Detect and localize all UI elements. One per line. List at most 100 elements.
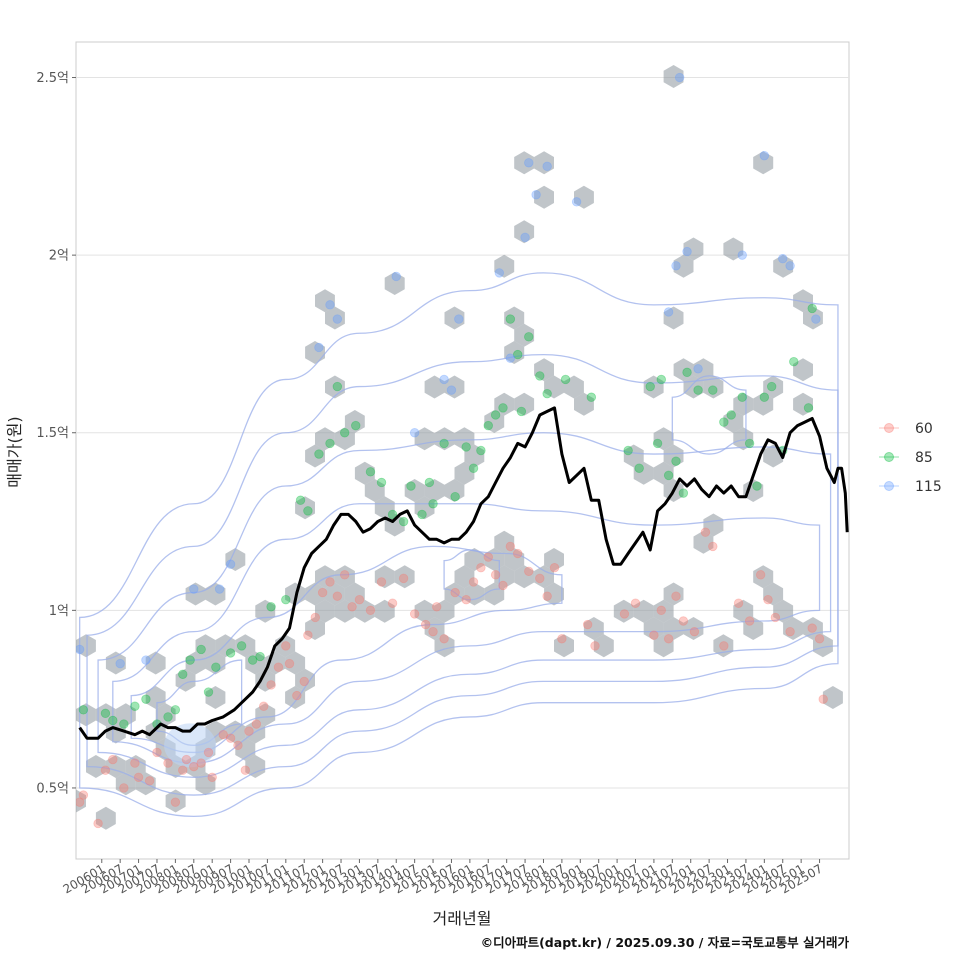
data-point-85 bbox=[513, 349, 523, 360]
hexbin-cell bbox=[743, 479, 764, 502]
hexbin-cell bbox=[325, 582, 345, 606]
data-point-85 bbox=[365, 467, 376, 477]
data-point-60 bbox=[387, 598, 398, 608]
data-point-115 bbox=[663, 307, 674, 317]
data-point-60 bbox=[708, 541, 718, 552]
hexbin-cell bbox=[683, 237, 704, 261]
hexbin-cell bbox=[544, 375, 564, 399]
data-point-85 bbox=[406, 481, 416, 491]
hexbin-cell bbox=[384, 272, 405, 295]
data-point-85 bbox=[759, 392, 770, 402]
hexbin-cell bbox=[803, 617, 823, 640]
data-point-85 bbox=[767, 381, 777, 392]
hexbin-cell bbox=[583, 617, 604, 640]
data-point-85 bbox=[332, 381, 343, 392]
hexbin-cell bbox=[574, 392, 594, 416]
hexbin-cell bbox=[504, 306, 525, 330]
data-point-60 bbox=[700, 527, 711, 537]
data-point-60 bbox=[432, 602, 442, 612]
data-point-60 bbox=[76, 797, 85, 807]
hexbin-cell bbox=[285, 651, 306, 675]
data-point-60 bbox=[671, 591, 681, 601]
data-point-115 bbox=[693, 364, 703, 374]
hexbin-cell bbox=[554, 634, 574, 658]
data-point-60 bbox=[130, 758, 140, 768]
hexbin-cell bbox=[414, 496, 435, 520]
data-point-60 bbox=[144, 776, 155, 786]
data-point-60 bbox=[207, 772, 217, 783]
legend-item-115: 115 bbox=[879, 479, 942, 495]
data-point-60 bbox=[119, 783, 129, 793]
data-point-85 bbox=[203, 687, 214, 697]
data-point-115 bbox=[531, 190, 541, 200]
data-point-85 bbox=[340, 428, 350, 438]
hexbin-cell bbox=[514, 220, 535, 244]
hexbin-cell bbox=[424, 375, 445, 399]
hexbin-cell bbox=[145, 720, 166, 744]
data-point-85 bbox=[236, 641, 247, 651]
data-point-60 bbox=[557, 634, 567, 644]
data-point-85 bbox=[524, 332, 534, 342]
hexbin-cell bbox=[245, 651, 266, 675]
data-point-115 bbox=[811, 314, 821, 324]
data-point-115 bbox=[332, 314, 343, 324]
hexbin-cell bbox=[593, 634, 614, 658]
data-point-60 bbox=[152, 747, 162, 758]
y-tick-label: 2억 bbox=[49, 249, 69, 264]
y-axis: 0.5억 1억 1.5억 2억 2.5억 bbox=[36, 71, 76, 796]
data-point-60 bbox=[240, 765, 251, 775]
data-point-85 bbox=[255, 651, 265, 662]
hexbin-cell bbox=[663, 617, 684, 640]
hexbin-cell bbox=[663, 306, 684, 330]
hexbin-cell bbox=[653, 461, 674, 485]
data-point-60 bbox=[428, 626, 438, 637]
data-point-60 bbox=[755, 570, 766, 580]
hexbin-cell bbox=[693, 530, 714, 554]
data-point-85 bbox=[295, 495, 306, 505]
data-point-115 bbox=[115, 658, 125, 669]
data-point-60 bbox=[619, 609, 630, 619]
hexbin-cell bbox=[315, 565, 335, 589]
data-point-85 bbox=[807, 303, 817, 314]
y-tick-label: 1.5억 bbox=[36, 426, 69, 441]
contour-line bbox=[130, 545, 563, 754]
data-point-85 bbox=[719, 417, 729, 427]
hexbin-cell bbox=[822, 686, 843, 709]
data-point-60 bbox=[365, 605, 376, 616]
data-point-85 bbox=[439, 438, 449, 449]
data-point-115 bbox=[189, 584, 199, 594]
data-point-60 bbox=[259, 701, 269, 711]
hexbin-cell bbox=[394, 565, 415, 589]
data-point-85 bbox=[424, 477, 435, 488]
data-point-85 bbox=[185, 655, 195, 665]
data-point-60 bbox=[78, 790, 89, 800]
data-point-60 bbox=[505, 541, 516, 552]
data-point-85 bbox=[737, 392, 747, 402]
hexbin-cell bbox=[494, 392, 515, 416]
data-point-60 bbox=[542, 591, 552, 601]
hexbin-cell bbox=[723, 410, 744, 433]
hexbin-cell bbox=[374, 599, 395, 623]
data-point-115 bbox=[391, 271, 401, 282]
data-point-85 bbox=[398, 516, 409, 527]
data-point-60 bbox=[468, 577, 479, 587]
data-point-60 bbox=[233, 740, 243, 751]
data-point-115 bbox=[505, 353, 516, 363]
hexbin-cell bbox=[414, 599, 435, 623]
data-point-85 bbox=[505, 314, 516, 324]
hexbin-cell bbox=[315, 289, 335, 313]
hexbin-cell bbox=[305, 582, 325, 606]
hexbin-cell bbox=[703, 513, 724, 537]
hexbin-cell bbox=[185, 582, 206, 606]
data-point-85 bbox=[726, 410, 736, 420]
hexbin-cell bbox=[325, 306, 345, 330]
hexbin-cell bbox=[295, 496, 315, 520]
data-point-85 bbox=[376, 477, 387, 488]
hexbin-cell bbox=[344, 410, 365, 433]
data-point-60 bbox=[299, 676, 309, 687]
hexbin-cell bbox=[404, 479, 425, 502]
data-point-85 bbox=[100, 708, 111, 719]
data-point-60 bbox=[398, 573, 409, 584]
legend-label-85: 85 bbox=[915, 450, 933, 466]
hexbin-cell bbox=[743, 617, 764, 640]
